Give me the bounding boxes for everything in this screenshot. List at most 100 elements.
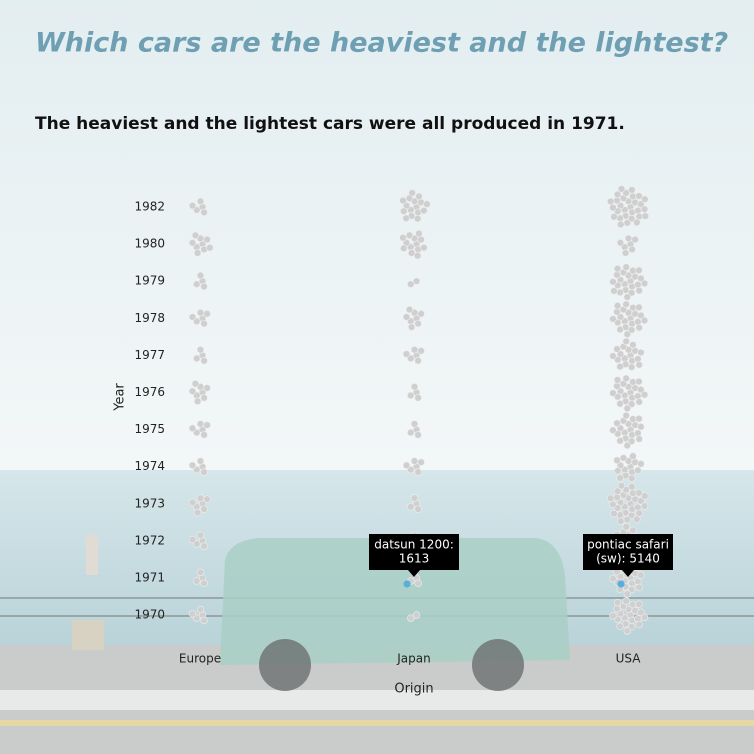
car-dot — [623, 441, 631, 450]
car-dot — [628, 186, 636, 194]
car-dot — [196, 346, 205, 354]
car-dot — [633, 515, 641, 523]
dot-cluster — [616, 234, 639, 257]
car-dot — [399, 196, 407, 205]
highlight-dot — [617, 580, 625, 588]
dot-cluster — [402, 305, 425, 331]
car-dot — [627, 474, 636, 483]
car-dot — [610, 509, 618, 518]
car-dot — [635, 266, 643, 274]
car-dot — [407, 391, 415, 400]
car-dot — [622, 486, 630, 494]
dot-cluster — [188, 494, 211, 517]
dot-cluster — [399, 229, 428, 260]
dot-cluster — [609, 374, 649, 413]
car-dot — [633, 218, 641, 227]
y-tick-label: 1970 — [134, 608, 165, 622]
tooltip-box — [369, 534, 459, 577]
car-dot — [193, 577, 201, 585]
car-dot — [609, 612, 617, 620]
car-dot — [627, 363, 636, 371]
car-dot — [609, 278, 617, 286]
dot-cluster — [609, 300, 649, 338]
car-dot — [623, 293, 631, 301]
car-dot — [640, 391, 649, 399]
car-dot — [193, 397, 202, 406]
tooltip-box — [583, 534, 673, 577]
car-dot — [623, 515, 631, 524]
car-dot — [609, 574, 617, 583]
car-dot — [609, 500, 617, 509]
car-dot — [420, 206, 428, 215]
car-dot — [635, 489, 643, 497]
car-dot — [417, 458, 425, 466]
car-dot — [635, 192, 643, 200]
car-dot — [407, 249, 416, 257]
y-tick-label: 1978 — [134, 311, 165, 325]
y-tick-label: 1975 — [134, 422, 165, 436]
y-tick-label: 1973 — [134, 496, 165, 510]
car-dot — [640, 316, 649, 325]
tooltip-text: (sw): 5140 — [596, 552, 660, 566]
car-dot — [637, 274, 645, 283]
y-tick-label: 1976 — [134, 385, 165, 399]
car-dot — [196, 420, 205, 428]
dot-cluster — [609, 337, 645, 371]
car-dot — [414, 394, 422, 402]
x-tick-label: Japan — [396, 652, 430, 666]
car-dot — [415, 229, 423, 238]
car-dot — [635, 414, 643, 423]
highlight-dot — [403, 580, 411, 588]
car-dot — [606, 494, 615, 502]
car-dot — [196, 605, 205, 614]
car-dot — [634, 466, 642, 475]
car-dot — [623, 219, 631, 227]
car-dot — [417, 347, 425, 355]
car-dot — [188, 424, 197, 432]
car-dot — [622, 523, 630, 531]
car-dot — [200, 505, 208, 513]
car-dot — [407, 503, 415, 511]
car-dot — [616, 362, 624, 371]
car-dot — [613, 271, 621, 279]
car-dot — [414, 431, 422, 439]
car-dot — [623, 404, 631, 413]
car-dot — [196, 531, 205, 539]
car-dot — [616, 437, 624, 445]
x-tick-label: USA — [616, 652, 642, 666]
car-dot — [606, 197, 615, 206]
car-dot — [609, 426, 617, 434]
car-dot — [193, 249, 202, 257]
car-dot — [400, 244, 408, 253]
car-dot — [402, 461, 411, 470]
car-dot — [414, 579, 422, 588]
car-dot — [619, 454, 628, 462]
y-tick-label: 1972 — [134, 533, 165, 547]
car-dot — [200, 468, 208, 476]
dot-cluster — [188, 457, 208, 476]
car-dot — [609, 315, 617, 323]
car-dot — [203, 310, 211, 318]
car-dot — [407, 323, 416, 331]
car-dot — [637, 385, 645, 394]
y-axis-label: Year — [113, 383, 128, 412]
car-dot — [188, 610, 197, 618]
car-dot — [637, 460, 645, 468]
car-dot — [613, 419, 621, 427]
chart-subtitle: The heaviest and the lightest cars were … — [35, 114, 625, 134]
car-dot — [610, 287, 618, 295]
car-dot — [410, 346, 419, 354]
dot-cluster — [188, 380, 211, 406]
car-dot — [640, 502, 649, 510]
car-dot — [622, 337, 630, 346]
dot-cluster — [188, 231, 214, 257]
car-dot — [196, 457, 205, 465]
car-dot — [188, 201, 197, 210]
car-dot — [635, 361, 643, 369]
car-dot — [622, 189, 630, 197]
car-dot — [635, 600, 643, 608]
car-dot — [613, 487, 622, 495]
dot-cluster — [609, 597, 649, 635]
car-dot — [402, 350, 411, 358]
